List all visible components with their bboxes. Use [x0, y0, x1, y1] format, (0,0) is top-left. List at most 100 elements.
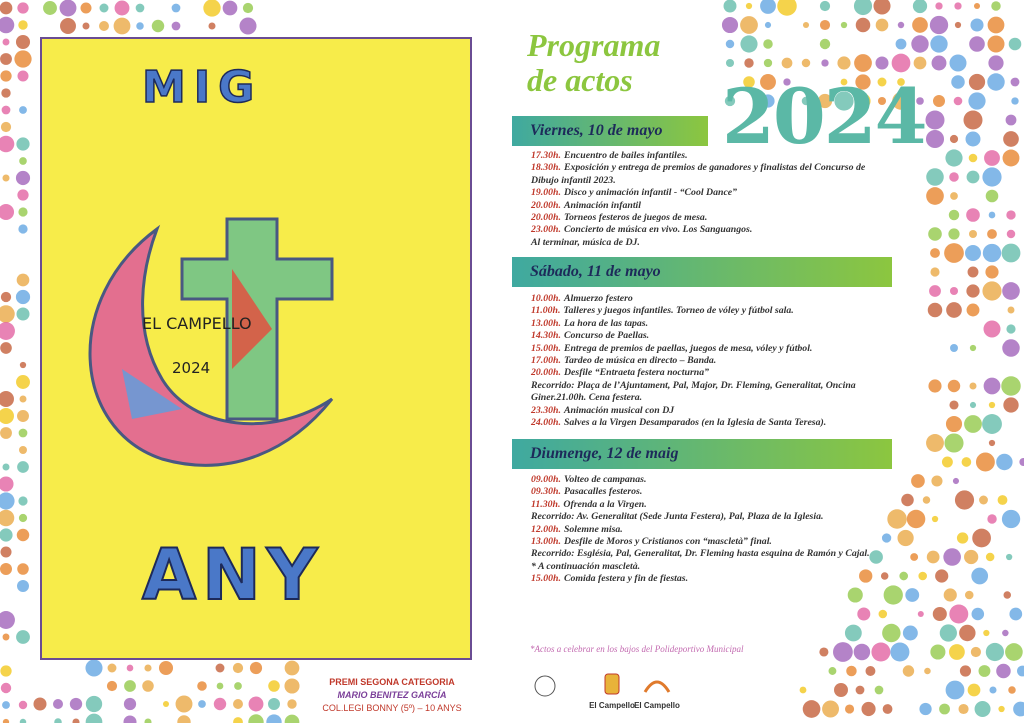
dot: [175, 695, 193, 713]
day-items: 10.00h. Almuerzo festero 11.00h. Talleres y…: [531, 293, 876, 429]
dot: [953, 96, 963, 106]
dot: [0, 305, 15, 323]
dot: [931, 515, 939, 523]
dot: [142, 680, 154, 692]
dot: [213, 697, 227, 711]
dot: [80, 2, 92, 14]
dot: [822, 700, 840, 718]
day-title: Viernes, 10 de mayo: [512, 116, 708, 146]
dot: [918, 571, 928, 581]
logo-icon: [534, 675, 556, 697]
dot: [158, 660, 174, 676]
dot: [991, 1, 1001, 11]
dot: [997, 495, 1008, 505]
dot: [760, 0, 776, 14]
item-text: Tardeo de música en directo – Banda.: [563, 355, 717, 367]
drawing-art: MIG EL CAMPELLO 2024 ANY: [88, 61, 334, 617]
dot: [106, 680, 118, 692]
dot: [969, 401, 977, 409]
dot: [783, 78, 791, 86]
dot: [1006, 324, 1016, 334]
dot: [114, 0, 130, 16]
item-time: 19.00h.: [531, 187, 561, 199]
dot: [1007, 306, 1015, 314]
dot: [987, 229, 997, 239]
dot: [16, 273, 30, 287]
dot: [0, 611, 15, 629]
dot: [17, 70, 29, 82]
dot: [72, 718, 80, 723]
dot: [989, 686, 997, 694]
dot: [233, 699, 243, 709]
dot: [873, 0, 891, 15]
dot: [248, 714, 264, 723]
dot: [1006, 229, 1016, 239]
dot: [877, 77, 887, 87]
dot: [801, 58, 811, 68]
dot: [15, 34, 31, 50]
dot: [982, 243, 1002, 263]
dot: [233, 717, 243, 723]
dot: [0, 203, 15, 221]
dot: [0, 492, 15, 510]
dot: [1005, 643, 1023, 661]
dot: [930, 248, 940, 258]
program-item: 14.30h. Concurso de Paellas.: [531, 330, 876, 342]
dot: [911, 35, 929, 53]
dot: [740, 16, 758, 34]
year: 2024: [722, 72, 928, 161]
item-text: Volteo de campanas.: [563, 474, 647, 485]
dot: [18, 224, 28, 234]
dot: [721, 16, 739, 34]
dot: [840, 78, 848, 86]
dot: [0, 121, 12, 133]
logo-icon: [604, 673, 620, 695]
item-time: 10.00h.: [531, 293, 561, 304]
dot: [59, 0, 77, 17]
dot: [0, 291, 12, 303]
dot: [926, 434, 944, 452]
dot: [0, 528, 13, 542]
dot: [899, 571, 909, 581]
dot: [123, 715, 137, 723]
dot: [948, 228, 960, 240]
dot: [268, 698, 280, 710]
dot: [847, 587, 863, 603]
item-text: Al terminar, música de DJ.: [531, 236, 640, 248]
item-text: Talleres y juegos infantiles. Torneo de …: [563, 305, 794, 317]
dot: [969, 344, 977, 352]
dot: [951, 75, 965, 89]
item-time: 13.00h.: [531, 536, 561, 548]
dot: [941, 456, 953, 468]
dot: [0, 476, 14, 492]
dot: [60, 18, 76, 34]
dot: [871, 642, 891, 662]
dot: [16, 137, 30, 151]
dot: [928, 227, 942, 241]
program-item: Recorrido: Av. Generalitat (Sede Junta F…: [531, 511, 876, 523]
dot: [927, 302, 943, 318]
item-text: Recorrido: Església, Pal, Generalitat, D…: [531, 548, 870, 560]
dot: [151, 19, 165, 33]
dot: [979, 495, 988, 505]
dot: [975, 452, 995, 472]
dot: [0, 135, 15, 153]
dot: [740, 35, 758, 53]
dot: [819, 0, 831, 12]
dot: [859, 569, 873, 583]
dot: [928, 379, 942, 393]
dot: [17, 2, 29, 14]
item-text: Salves a la Virgen Desamparados (en la I…: [563, 417, 827, 429]
item-time: 24.00h.: [531, 417, 561, 429]
dot: [857, 607, 871, 621]
dot: [972, 528, 991, 548]
dot: [763, 39, 773, 49]
dot: [926, 187, 944, 205]
dot: [945, 415, 963, 433]
item-text: Torneos festeros de juegos de mesa.: [563, 212, 708, 224]
dot: [777, 0, 797, 16]
dot: [932, 94, 946, 108]
dot: [887, 509, 907, 529]
dot: [1002, 339, 1020, 357]
dot: [930, 35, 948, 53]
